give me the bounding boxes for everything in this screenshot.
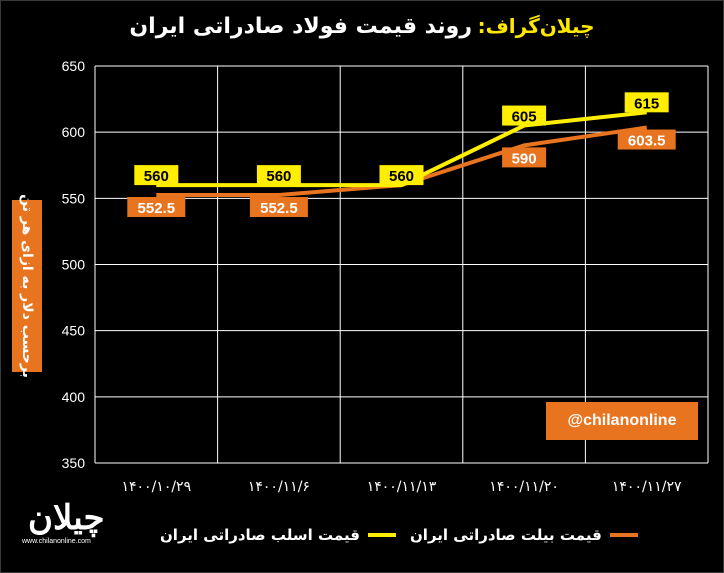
legend-item-slab: قیمت اسلب صادراتی ایران bbox=[160, 524, 396, 546]
x-tick-label: ۱۴۰۰/۱۱/۶ bbox=[248, 479, 310, 495]
data-label-text: 560 bbox=[266, 168, 291, 185]
legend-label-billet: قیمت بیلت صادراتی ایران bbox=[410, 526, 602, 544]
social-handle: @chilanonline bbox=[546, 402, 698, 440]
data-label-text: 552.5 bbox=[138, 200, 176, 217]
data-label-bg bbox=[256, 165, 301, 186]
data-label-slab: 560 bbox=[256, 165, 301, 186]
data-label-slab: 615 bbox=[624, 92, 669, 113]
y-tick-label: 400 bbox=[62, 389, 86, 405]
chart-title: چیلان‌گراف: روند قیمت فولاد صادراتی ایرا… bbox=[0, 14, 724, 39]
data-label-bg bbox=[249, 197, 308, 218]
y-tick-label: 500 bbox=[62, 257, 86, 273]
y-tick-label: 600 bbox=[62, 124, 86, 140]
data-label-text: 560 bbox=[389, 168, 414, 185]
title-main: روند قیمت فولاد صادراتی ایران bbox=[129, 14, 472, 39]
data-label-bg bbox=[617, 129, 676, 150]
data-label-slab: 560 bbox=[379, 165, 424, 186]
data-label-bg bbox=[502, 105, 547, 126]
tick-layer: 350 400 450 500 550 600 650 ۱۴۰۰/۱۰/۲۹ ۱۴۰۰/۱۱/۶… bbox=[62, 58, 682, 495]
logo-url: www.chilanonline.com bbox=[22, 538, 91, 545]
legend-label-slab: قیمت اسلب صادراتی ایران bbox=[160, 526, 360, 544]
title-brand: چیلان‌گراف: bbox=[477, 14, 595, 38]
y-tick-label: 550 bbox=[62, 190, 86, 206]
data-label-bg bbox=[127, 197, 186, 218]
data-label-text: 552.5 bbox=[260, 200, 298, 217]
x-tick-label: ۱۴۰۰/۱۱/۲۰ bbox=[489, 479, 559, 495]
y-tick-label: 350 bbox=[62, 455, 86, 471]
grid-layer bbox=[94, 65, 709, 464]
y-tick-label: 450 bbox=[62, 323, 86, 339]
legend-item-billet: قیمت بیلت صادراتی ایران bbox=[410, 524, 638, 546]
y-axis-label-box: برحسب دلار به ازای هر تن bbox=[12, 194, 42, 378]
data-label-text: 615 bbox=[634, 95, 659, 112]
data-label-text: 560 bbox=[144, 168, 169, 185]
data-label-text: 590 bbox=[512, 150, 537, 167]
logo-wordmark: چیلان bbox=[28, 498, 107, 538]
x-tick-label: ۱۴۰۰/۱۱/۱۳ bbox=[367, 479, 437, 495]
data-label-slab: 605 bbox=[502, 105, 547, 126]
y-tick-label: 650 bbox=[62, 58, 86, 74]
data-label-billet: 603.5 bbox=[617, 129, 676, 150]
chilan-logo: چیلان www.chilanonline.com bbox=[22, 498, 132, 548]
data-label-bg bbox=[134, 165, 179, 186]
data-label-billet: 552.5 bbox=[249, 197, 308, 218]
data-label-billet: 552.5 bbox=[127, 197, 186, 218]
data-label-billet: 590 bbox=[502, 147, 547, 168]
legend-swatch-slab bbox=[367, 533, 396, 537]
data-label-text: 605 bbox=[512, 109, 537, 126]
x-tick-label: ۱۴۰۰/۱۱/۲۷ bbox=[612, 479, 682, 495]
data-label-slab: 560 bbox=[134, 165, 179, 186]
y-axis-label: برحسب دلار به ازای هر تن bbox=[19, 194, 36, 378]
data-label-bg bbox=[502, 147, 547, 168]
data-label-bg bbox=[624, 92, 669, 113]
x-tick-label: ۱۴۰۰/۱۰/۲۹ bbox=[122, 479, 192, 495]
data-label-bg bbox=[379, 165, 424, 186]
legend-swatch-billet bbox=[609, 533, 638, 537]
data-label-text: 603.5 bbox=[628, 133, 666, 150]
label-layer: 552.5 552.5 590 603.5 560 560 560 605 615 bbox=[127, 92, 676, 218]
